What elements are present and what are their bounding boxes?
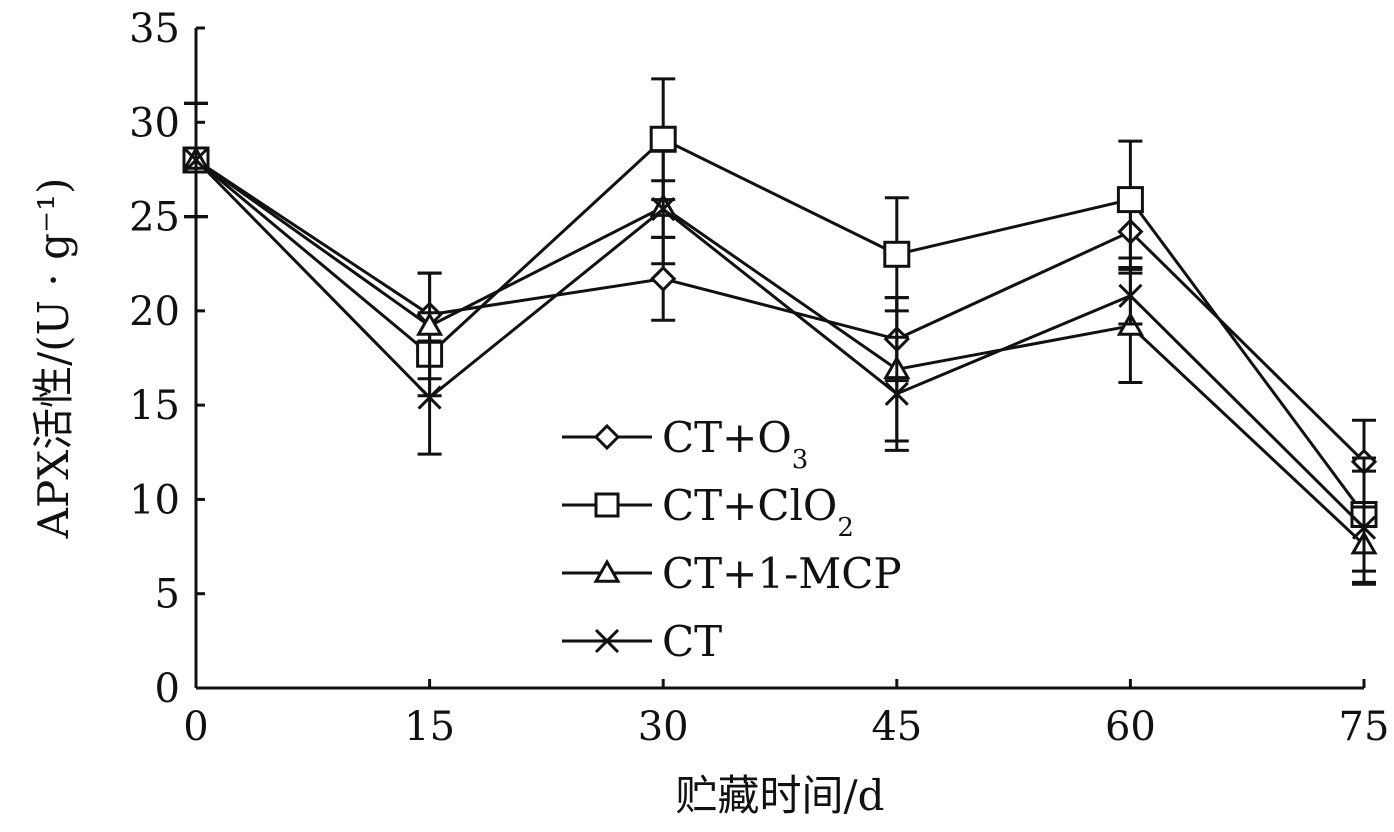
x-marker-stroke — [1118, 283, 1143, 308]
y-tick-label: 10 — [129, 477, 180, 523]
x-marker — [884, 381, 909, 406]
triangle-marker — [416, 311, 444, 336]
y-tick-label: 20 — [129, 289, 180, 335]
x-tick-label: 15 — [404, 704, 455, 750]
y-tick-label: 35 — [129, 6, 180, 52]
square-marker — [649, 125, 677, 153]
x-tick-label: 45 — [871, 704, 922, 750]
y-tick-label: 15 — [129, 383, 180, 429]
x-marker — [183, 147, 209, 173]
x-tick-label: 60 — [1105, 704, 1156, 750]
x-marker — [1118, 283, 1143, 308]
y-tick-label: 0 — [155, 666, 180, 712]
legend-item: CT+1-MCP — [562, 549, 902, 598]
y-tick-label: 25 — [129, 195, 180, 241]
square-marker — [883, 240, 911, 268]
diamond-marker — [650, 265, 677, 292]
x-marker — [594, 628, 620, 654]
x-marker — [651, 196, 676, 222]
x-marker-stroke — [594, 628, 620, 654]
x-marker-stroke — [1351, 515, 1377, 540]
legend-label: CT+1-MCP — [662, 549, 902, 598]
legend-label: CT — [662, 617, 722, 666]
series-line — [194, 158, 1366, 529]
x-marker — [1351, 515, 1377, 540]
legend-label-subscript: 3 — [792, 445, 809, 475]
x-tick-label: 75 — [1339, 704, 1390, 750]
x-axis-title: 贮藏时间/d — [675, 771, 884, 820]
legend-label: CT+O3 — [662, 413, 808, 475]
triangle-marker — [593, 558, 621, 583]
series-line — [195, 137, 1366, 516]
x-marker-stroke — [183, 147, 209, 173]
legend-item: CT+ClO2 — [562, 481, 854, 543]
y-tick-label: 5 — [155, 572, 180, 618]
y-tick-label: 30 — [129, 100, 180, 146]
ticks: 0 15 30 45 60 75 0 5 10 15 20 25 30 35 — [129, 6, 1389, 750]
x-marker — [417, 385, 442, 410]
series-x — [183, 101, 1377, 586]
legend-label-main: CT+O — [662, 413, 792, 462]
legend-label-main: CT+1-MCP — [662, 549, 902, 598]
legend-label: CT+ClO2 — [662, 481, 854, 543]
x-marker-stroke — [651, 196, 676, 222]
square-marker — [594, 492, 620, 518]
legend-item: CT+O3 — [562, 413, 808, 475]
series-line — [195, 158, 1366, 546]
legend-label-main: CT+ClO — [662, 481, 837, 530]
x-marker-stroke — [417, 385, 442, 410]
legend-item: CT — [562, 617, 722, 666]
x-marker-stroke — [884, 381, 909, 406]
diamond-marker — [593, 423, 621, 451]
series-layer — [182, 77, 1378, 586]
x-tick-label: 30 — [638, 704, 689, 750]
legend-label-subscript: 2 — [837, 513, 854, 543]
x-tick-label: 0 — [183, 704, 208, 750]
legend-label-main: CT — [662, 617, 722, 666]
square-marker — [1116, 186, 1144, 214]
y-axis-title: APX活性/(U · g⁻¹) — [29, 178, 78, 540]
series-line — [195, 158, 1366, 463]
